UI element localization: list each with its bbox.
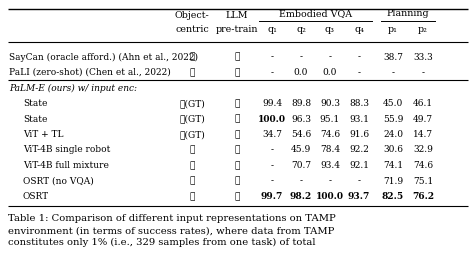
Text: 46.1: 46.1: [413, 99, 433, 108]
Text: centric: centric: [175, 25, 209, 35]
Text: pre-train: pre-train: [216, 25, 258, 35]
Text: 34.7: 34.7: [262, 130, 282, 139]
Text: 93.1: 93.1: [349, 114, 369, 124]
Text: ✓: ✓: [189, 177, 195, 185]
Text: 96.3: 96.3: [291, 114, 311, 124]
Text: ✓: ✓: [189, 53, 195, 61]
Text: State: State: [23, 99, 47, 108]
Text: ✓: ✓: [234, 192, 240, 201]
Text: -: -: [300, 177, 302, 185]
Text: 93.4: 93.4: [320, 161, 340, 170]
Text: ✓: ✓: [234, 53, 240, 61]
Text: 99.4: 99.4: [262, 99, 282, 108]
Text: 98.2: 98.2: [290, 192, 312, 201]
Text: 88.3: 88.3: [349, 99, 369, 108]
Text: 93.7: 93.7: [348, 192, 370, 201]
Text: 45.0: 45.0: [383, 99, 403, 108]
Text: ✗: ✗: [189, 161, 195, 170]
Text: Planning: Planning: [387, 9, 429, 18]
Text: environment (in terms of success rates), where data from TAMP: environment (in terms of success rates),…: [8, 226, 334, 235]
Text: 14.7: 14.7: [413, 130, 433, 139]
Text: -: -: [357, 68, 361, 77]
Text: PaLM-E (ours) w/ input enc:: PaLM-E (ours) w/ input enc:: [9, 83, 137, 92]
Text: 45.9: 45.9: [291, 146, 311, 154]
Text: 74.1: 74.1: [383, 161, 403, 170]
Text: 92.2: 92.2: [349, 146, 369, 154]
Text: Object-: Object-: [174, 12, 210, 20]
Text: q₃: q₃: [325, 25, 335, 35]
Text: 32.9: 32.9: [413, 146, 433, 154]
Text: -: -: [271, 53, 273, 61]
Text: ✓: ✓: [234, 146, 240, 154]
Text: ✗: ✗: [234, 99, 240, 108]
Text: 0.0: 0.0: [323, 68, 337, 77]
Text: ✓: ✓: [189, 68, 195, 77]
Text: 100.0: 100.0: [316, 192, 344, 201]
Text: ✓(GT): ✓(GT): [179, 130, 205, 139]
Text: q₄: q₄: [354, 25, 364, 35]
Text: -: -: [392, 68, 394, 77]
Text: 74.6: 74.6: [413, 161, 433, 170]
Text: constitutes only 1% (i.e., 329 samples from one task) of total: constitutes only 1% (i.e., 329 samples f…: [8, 238, 316, 247]
Text: ✓: ✓: [234, 114, 240, 124]
Text: -: -: [271, 146, 273, 154]
Text: -: -: [421, 68, 425, 77]
Text: -: -: [300, 53, 302, 61]
Text: -: -: [357, 177, 361, 185]
Text: 78.4: 78.4: [320, 146, 340, 154]
Text: 30.6: 30.6: [383, 146, 403, 154]
Text: ViT + TL: ViT + TL: [23, 130, 64, 139]
Text: ViT-4B single robot: ViT-4B single robot: [23, 146, 110, 154]
Text: ✓: ✓: [234, 177, 240, 185]
Text: ✓(GT): ✓(GT): [179, 114, 205, 124]
Text: 71.9: 71.9: [383, 177, 403, 185]
Text: 74.6: 74.6: [320, 130, 340, 139]
Text: 33.3: 33.3: [413, 53, 433, 61]
Text: p₂: p₂: [418, 25, 428, 35]
Text: 70.7: 70.7: [291, 161, 311, 170]
Text: 38.7: 38.7: [383, 53, 403, 61]
Text: 91.6: 91.6: [349, 130, 369, 139]
Text: -: -: [328, 177, 331, 185]
Text: q₂: q₂: [296, 25, 306, 35]
Text: ✗: ✗: [189, 146, 195, 154]
Text: -: -: [271, 68, 273, 77]
Text: p₁: p₁: [388, 25, 398, 35]
Text: 24.0: 24.0: [383, 130, 403, 139]
Text: -: -: [357, 53, 361, 61]
Text: 76.2: 76.2: [412, 192, 434, 201]
Text: -: -: [271, 161, 273, 170]
Text: LLM: LLM: [226, 12, 248, 20]
Text: 49.7: 49.7: [413, 114, 433, 124]
Text: ✓: ✓: [234, 130, 240, 139]
Text: ✓(GT): ✓(GT): [179, 99, 205, 108]
Text: ViT-4B full mixture: ViT-4B full mixture: [23, 161, 109, 170]
Text: 54.6: 54.6: [291, 130, 311, 139]
Text: State: State: [23, 114, 47, 124]
Text: 55.9: 55.9: [383, 114, 403, 124]
Text: 82.5: 82.5: [382, 192, 404, 201]
Text: -: -: [328, 53, 331, 61]
Text: OSRT (no VQA): OSRT (no VQA): [23, 177, 94, 185]
Text: 89.8: 89.8: [291, 99, 311, 108]
Text: 0.0: 0.0: [294, 68, 308, 77]
Text: SayCan (oracle afford.) (Ahn et al., 2022): SayCan (oracle afford.) (Ahn et al., 202…: [9, 53, 198, 62]
Text: 95.1: 95.1: [320, 114, 340, 124]
Text: 90.3: 90.3: [320, 99, 340, 108]
Text: 99.7: 99.7: [261, 192, 283, 201]
Text: ✓: ✓: [234, 68, 240, 77]
Text: -: -: [271, 177, 273, 185]
Text: q₁: q₁: [267, 25, 277, 35]
Text: PaLI (zero-shot) (Chen et al., 2022): PaLI (zero-shot) (Chen et al., 2022): [9, 68, 171, 77]
Text: OSRT: OSRT: [23, 192, 49, 201]
Text: 100.0: 100.0: [258, 114, 286, 124]
Text: 75.1: 75.1: [413, 177, 433, 185]
Text: Embodied VQA: Embodied VQA: [279, 9, 352, 18]
Text: ✓: ✓: [234, 161, 240, 170]
Text: 92.1: 92.1: [349, 161, 369, 170]
Text: Table 1: Comparison of different input representations on TAMP: Table 1: Comparison of different input r…: [8, 214, 336, 223]
Text: ✓: ✓: [189, 192, 195, 201]
